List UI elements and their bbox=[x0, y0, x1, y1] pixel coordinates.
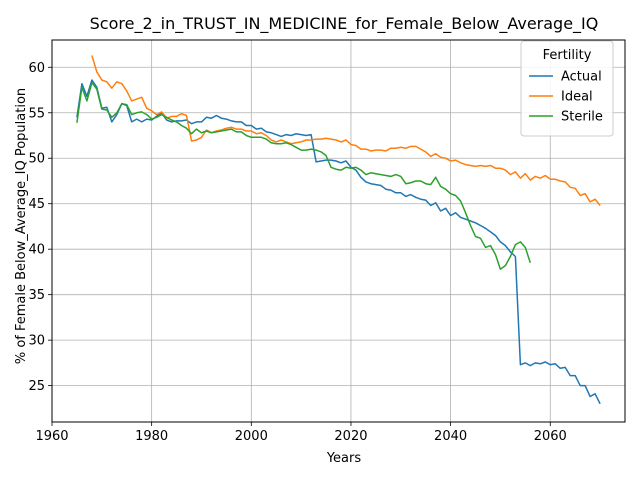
y-tick-label: 60 bbox=[28, 61, 45, 76]
series-line-sterile bbox=[76, 81, 532, 270]
legend-title: Fertility bbox=[543, 48, 592, 63]
y-tick-label: 40 bbox=[28, 243, 45, 258]
y-tick-label: 30 bbox=[28, 334, 45, 349]
series-lines bbox=[76, 55, 601, 405]
x-axis-label: Years bbox=[326, 451, 362, 466]
x-tick-label: 2000 bbox=[235, 429, 268, 444]
legend-box bbox=[520, 40, 614, 137]
y-axis-ticks: 25 30 35 40 45 50 55 60 bbox=[28, 61, 52, 394]
chart-title: Score_2_in_TRUST_IN_MEDICINE_for_Female_… bbox=[90, 14, 599, 34]
x-tick-label: 2040 bbox=[434, 429, 467, 444]
y-tick-label: 25 bbox=[28, 379, 45, 394]
x-tick-label: 1960 bbox=[35, 429, 68, 444]
plot-frame bbox=[51, 39, 626, 423]
y-tick-label: 45 bbox=[28, 197, 45, 212]
legend-label-sterile: Sterile bbox=[561, 110, 603, 125]
y-tick-label: 55 bbox=[28, 106, 45, 121]
legend: Fertility Actual Ideal Sterile bbox=[520, 40, 614, 137]
legend-label-actual: Actual bbox=[561, 70, 602, 85]
y-axis-label: % of Female Below_Average_IQ Population bbox=[14, 88, 29, 364]
x-tick-label: 1980 bbox=[135, 429, 168, 444]
y-tick-label: 35 bbox=[28, 288, 45, 303]
legend-entries: Actual Ideal Sterile bbox=[529, 70, 603, 125]
x-tick-label: 2020 bbox=[334, 429, 367, 444]
series-line-ideal bbox=[91, 55, 601, 206]
x-tick-label: 2060 bbox=[534, 429, 567, 444]
y-tick-label: 50 bbox=[28, 152, 45, 167]
legend-label-ideal: Ideal bbox=[561, 90, 593, 105]
x-axis-ticks: 1960 1980 2000 2020 2040 2060 bbox=[35, 422, 567, 444]
